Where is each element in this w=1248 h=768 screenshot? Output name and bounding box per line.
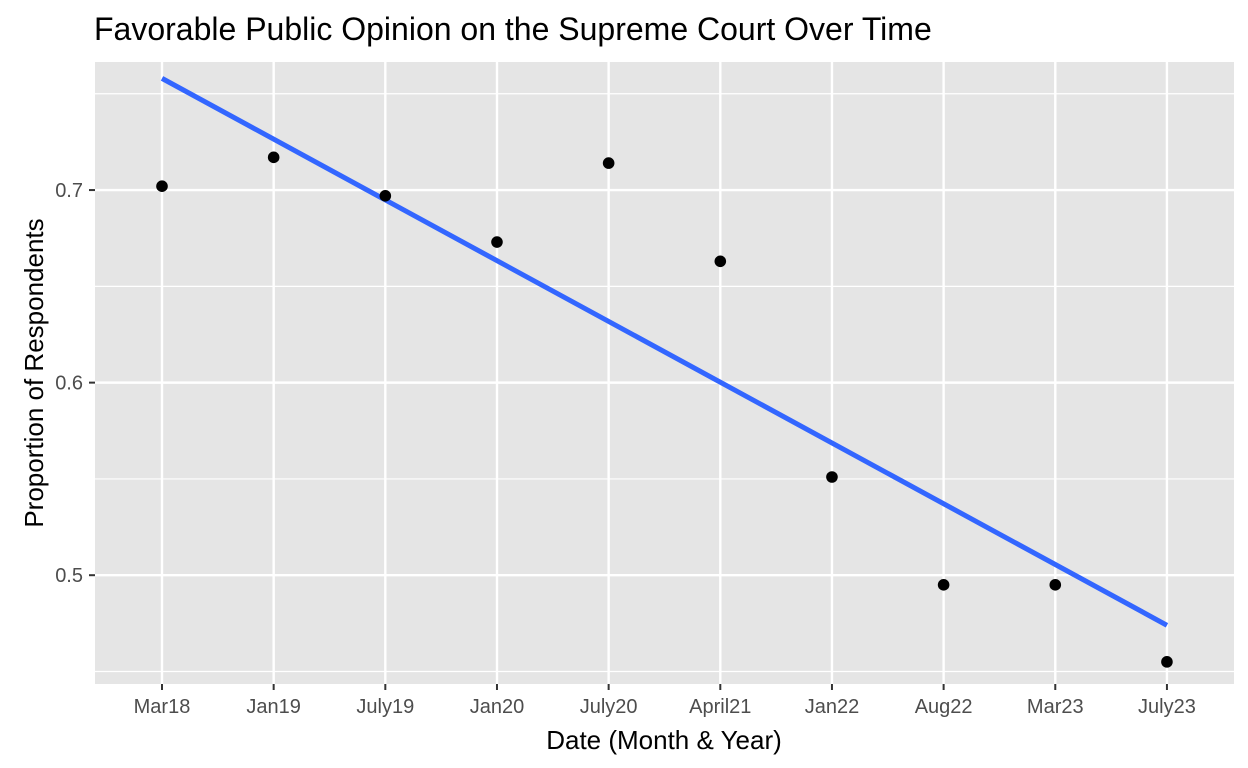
x-axis: Mar18 Jan19 July19 Jan20 July20 April21 Jan22 A… [134, 684, 1196, 718]
data-point [491, 236, 503, 248]
trend-line [160, 76, 1169, 628]
data-point [1161, 656, 1173, 668]
y-axis-title: Proportion of Respondents [19, 218, 49, 527]
y-axis: 0.5 0.6 0.7 [55, 180, 95, 587]
x-tick-label: July20 [580, 696, 638, 718]
x-tick-label: Mar23 [1027, 696, 1084, 718]
x-tick-label: July23 [1138, 696, 1196, 718]
x-tick-label: Aug22 [915, 696, 973, 718]
data-point [714, 255, 727, 268]
y-tick-label: 0.6 [55, 373, 83, 395]
chart-title: Favorable Public Opinion on the Supreme … [94, 11, 932, 47]
x-axis-title: Date (Month & Year) [546, 725, 782, 755]
data-point [826, 471, 838, 483]
data-point [937, 579, 950, 591]
plot-panel [95, 62, 1234, 684]
y-tick-label: 0.5 [55, 565, 83, 587]
data-points-layer [156, 151, 1173, 668]
x-tick-label: July19 [356, 696, 414, 718]
x-tick-label: April21 [689, 696, 751, 718]
x-tick-label: Jan19 [246, 696, 301, 718]
trend-line-layer [160, 76, 1169, 628]
x-tick-label: Jan20 [470, 696, 525, 718]
data-point [602, 157, 615, 169]
x-tick-label: Mar18 [134, 696, 191, 718]
x-tick-label: Jan22 [805, 696, 860, 718]
y-tick-label: 0.7 [55, 180, 83, 202]
data-point [379, 190, 392, 202]
data-point [267, 151, 280, 164]
data-point [156, 180, 168, 193]
data-point [1049, 579, 1062, 591]
minor-gridlines [95, 93, 1234, 673]
